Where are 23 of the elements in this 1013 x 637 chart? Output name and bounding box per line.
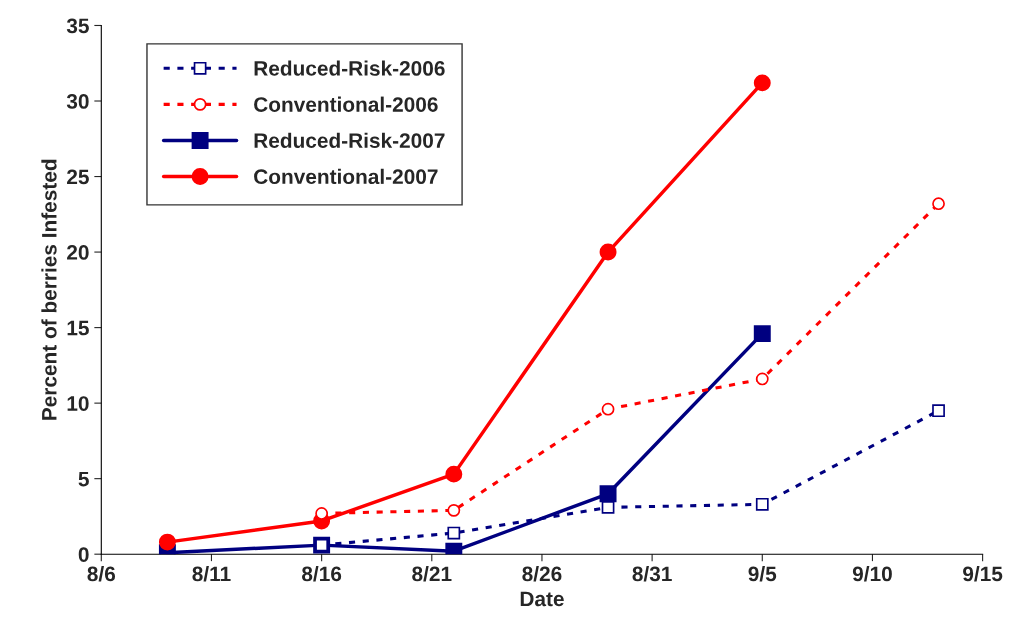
y-tick-label: 15 (67, 320, 89, 336)
y-tick-label: 5 (78, 471, 89, 487)
legend-label: Conventional-2006 (254, 96, 438, 112)
y-tick-label: 35 (66, 18, 89, 34)
legend-label: Reduced-Risk-2006 (254, 60, 445, 76)
x-tick-label: 9/15 (963, 566, 1003, 582)
y-tick-label: 20 (67, 245, 89, 260)
x-tick-label: 8/6 (87, 566, 116, 582)
x-tick-label: 8/11 (192, 566, 231, 582)
y-tick-label: 25 (67, 169, 89, 185)
x-tick-label: 8/21 (412, 566, 452, 582)
y-tick-label: 10 (67, 396, 89, 411)
x-tick-label: 9/10 (852, 566, 892, 582)
legend-label: Conventional-2007 (254, 168, 438, 185)
y-axis-title: Percent of berries Infested (41, 159, 57, 420)
x-tick-label: 8/26 (522, 566, 562, 582)
x-tick-label: 8/16 (302, 566, 342, 582)
x-tick-label: 9/5 (748, 566, 777, 582)
x-tick-label: 8/31 (632, 566, 672, 582)
y-tick-label: 0 (78, 547, 89, 562)
x-axis-title: Date (520, 591, 564, 607)
legend-label: Reduced-Risk-2007 (254, 132, 445, 148)
y-tick-label: 30 (66, 94, 89, 109)
